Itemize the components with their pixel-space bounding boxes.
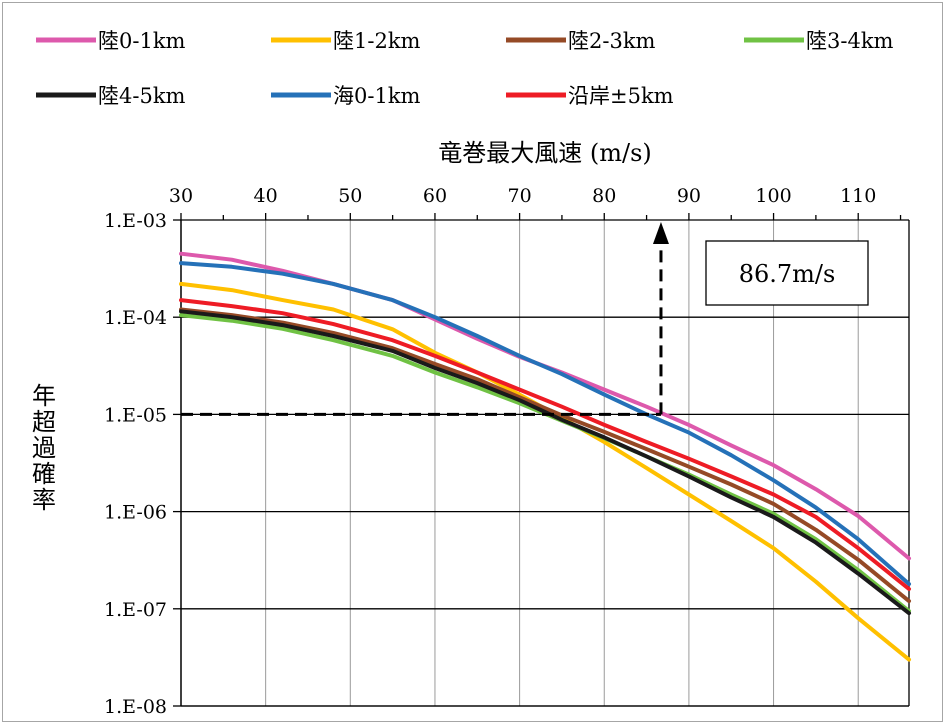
series-lines xyxy=(179,251,911,662)
series-line-1 xyxy=(179,281,911,662)
annotation-label: 86.7m/s xyxy=(739,260,836,288)
x-tick-label-7: 100 xyxy=(755,185,791,207)
x-tick-label-3: 60 xyxy=(423,185,447,207)
x-ticks: 30 40 50 60 70 80 90 100 110 xyxy=(169,185,902,220)
legend-label-4: 陸4-5km xyxy=(98,84,186,108)
series-line-6 xyxy=(179,298,911,591)
x-tick-label-5: 80 xyxy=(592,185,616,207)
y-tick-label-5: 1.E-08 xyxy=(104,696,167,718)
threshold-annotation: 86.7m/s xyxy=(181,222,869,416)
y-axis-label-char-1: 超 xyxy=(32,408,56,436)
y-tick-label-1: 1.E-04 xyxy=(104,307,167,329)
y-tick-label-4: 1.E-07 xyxy=(104,599,167,621)
x-tick-label-0: 30 xyxy=(169,185,193,207)
y-tick-label-0: 1.E-03 xyxy=(104,210,167,232)
x-tick-label-6: 90 xyxy=(677,185,701,207)
y-ticks: 1.E-03 1.E-04 1.E-05 1.E-06 1.E-07 1.E-08 xyxy=(104,210,181,718)
series-line-5 xyxy=(179,261,911,586)
y-axis-label-char-0: 年 xyxy=(32,382,56,410)
legend-label-0: 陸0-1km xyxy=(98,29,186,53)
legend-label-6: 沿岸±5km xyxy=(568,84,674,108)
annotation-box xyxy=(705,240,869,306)
y-axis-label-char-4: 率 xyxy=(32,486,56,514)
legend-label-3: 陸3-4km xyxy=(806,29,894,53)
series-line-4 xyxy=(179,309,911,616)
x-tick-label-4: 70 xyxy=(508,185,532,207)
y-tick-label-2: 1.E-05 xyxy=(104,404,167,426)
x-axis-label: 竜巻最大風速 (m/s) xyxy=(438,139,652,167)
legend-label-2: 陸2-3km xyxy=(568,29,656,53)
threshold-arrowhead xyxy=(652,222,669,244)
legend-label-5: 海0-1km xyxy=(333,84,421,108)
y-axis-label-char-2: 過 xyxy=(32,434,56,462)
x-tick-label-8: 110 xyxy=(840,185,876,207)
legend-label-1: 陸1-2km xyxy=(333,29,421,53)
legend: 陸0-1km 陸1-2km 陸2-3km 陸3-4km 陸4-5km 海0-1km 沿岸±5… xyxy=(36,29,894,108)
series-line-2 xyxy=(179,307,911,604)
y-axis-label-char-3: 確 xyxy=(32,460,56,488)
x-tick-label-2: 50 xyxy=(338,185,362,207)
y-tick-label-3: 1.E-06 xyxy=(104,502,167,524)
x-tick-label-1: 40 xyxy=(254,185,278,207)
